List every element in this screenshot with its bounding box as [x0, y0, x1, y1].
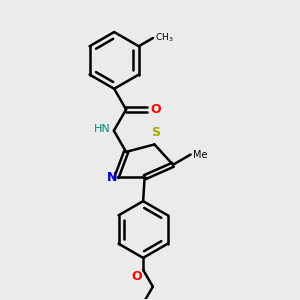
- Text: CH$_3$: CH$_3$: [155, 32, 174, 44]
- Text: O: O: [132, 270, 142, 283]
- Text: HN: HN: [94, 124, 110, 134]
- Text: Me: Me: [193, 150, 208, 160]
- Text: O: O: [151, 103, 161, 116]
- Text: S: S: [152, 126, 160, 139]
- Text: N: N: [106, 171, 117, 184]
